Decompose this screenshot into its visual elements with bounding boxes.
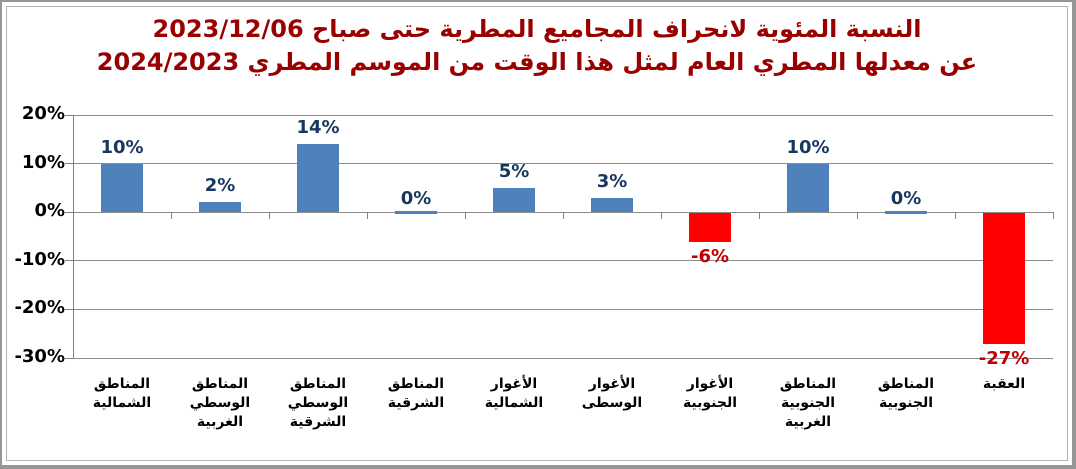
x-axis-tick xyxy=(1052,212,1054,220)
x-axis-tick xyxy=(170,212,172,220)
bar-value-label: 2% xyxy=(204,175,236,197)
category-label: المناطق الشرقية xyxy=(387,376,445,411)
bar-negative xyxy=(689,213,731,243)
category-label: المناطق الجنوبية xyxy=(877,376,935,411)
y-axis-tick xyxy=(65,211,73,213)
y-axis-tick xyxy=(65,114,73,116)
gridline xyxy=(73,260,1053,262)
x-axis-tick xyxy=(268,212,270,220)
x-axis-tick xyxy=(72,212,74,220)
bar-value-label: 10% xyxy=(100,136,144,158)
y-axis-line xyxy=(73,115,74,358)
bar-positive xyxy=(591,197,633,213)
bar-value-label: 0% xyxy=(400,188,432,210)
y-axis-label: -10% xyxy=(14,248,65,270)
category-label: المناطق الشمالية xyxy=(92,376,152,411)
bar-value-label: 10% xyxy=(786,136,830,158)
y-axis-label: -20% xyxy=(14,297,65,319)
category-label: الأغوار الجنوبية xyxy=(682,376,738,411)
category-label: العقبة xyxy=(982,376,1026,392)
x-axis-tick xyxy=(758,212,760,220)
plot-area: 20% 10% 0% -10% -20% -30% 10% المناطق الشمالية 2… xyxy=(7,7,1067,460)
gridline xyxy=(73,308,1053,310)
category-label: المناطق الوسطي الغربية xyxy=(189,376,251,430)
y-axis-label: 0% xyxy=(34,200,65,222)
y-axis-label: 20% xyxy=(21,103,65,124)
bar-positive xyxy=(493,187,535,213)
bar-value-label: 14% xyxy=(296,117,340,139)
chart-title-line1: النسبة المئوية لانحراف المجاميع المطرية … xyxy=(152,15,922,43)
y-axis-tick xyxy=(65,163,73,165)
bar-positive xyxy=(101,163,143,213)
gridline xyxy=(73,163,1053,165)
bar-positive xyxy=(199,202,241,213)
x-axis-tick xyxy=(562,212,564,220)
y-axis-tick xyxy=(65,308,73,310)
bar-positive xyxy=(297,144,339,213)
y-axis-tick xyxy=(65,260,73,262)
x-axis-tick xyxy=(954,212,956,220)
chart-title: النسبة المئوية لانحراف المجاميع المطرية … xyxy=(7,13,1067,79)
gridline xyxy=(73,357,1053,359)
y-axis-label: -30% xyxy=(14,346,65,367)
y-axis-tick xyxy=(65,357,73,359)
category-label: الأغوار الشمالية xyxy=(484,376,544,411)
bar-value-label: 5% xyxy=(498,160,530,182)
y-axis-label: 10% xyxy=(21,151,65,173)
bar-value-label: 3% xyxy=(596,170,628,192)
category-label: المناطق الجنوبية الغربية xyxy=(779,376,837,430)
bar-positive xyxy=(885,211,927,215)
x-axis-tick xyxy=(366,212,368,220)
bar-value-label: -6% xyxy=(690,246,730,268)
x-axis-tick xyxy=(856,212,858,220)
bar-negative xyxy=(983,213,1025,345)
chart-title-line2: عن معدلها المطري العام لمثل هذا الوقت من… xyxy=(96,48,978,76)
bar-value-label: -27% xyxy=(978,348,1030,370)
bar-positive xyxy=(395,211,437,215)
chart-canvas: النسبة المئوية لانحراف المجاميع المطرية … xyxy=(6,6,1068,461)
x-axis-tick xyxy=(464,212,466,220)
category-label: المناطق الوسطي الشرقية xyxy=(287,376,349,430)
x-axis-tick xyxy=(660,212,662,220)
category-label: الأغوار الوسطى xyxy=(581,376,643,411)
bar-value-label: 0% xyxy=(890,188,922,210)
gridline xyxy=(73,114,1053,116)
bar-positive xyxy=(787,163,829,213)
